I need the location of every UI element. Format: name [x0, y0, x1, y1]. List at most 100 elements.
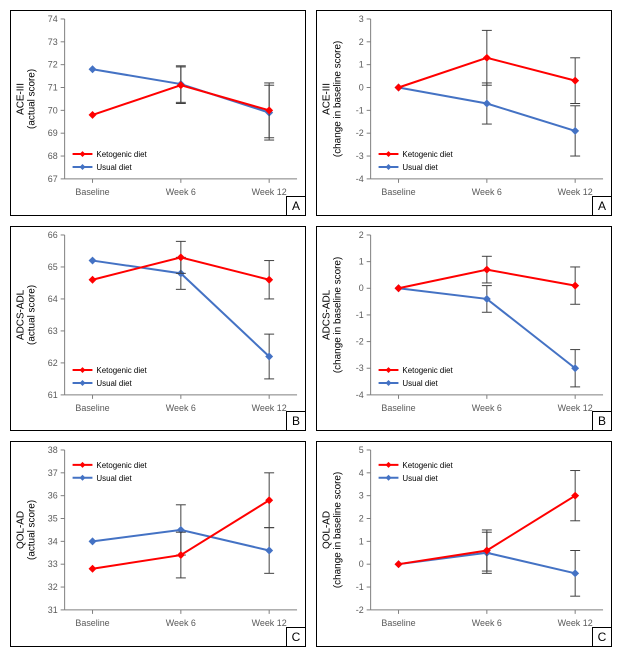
svg-text:66: 66: [48, 230, 58, 240]
panel-B-left: 61 62 63 64 65 66 Baseline Week 6 Week 12 ADCS-AD…: [10, 226, 306, 432]
svg-text:Usual diet: Usual diet: [402, 379, 438, 388]
panel-C-left: 31 32 33 34 35 36 37 38 Baseline Week 6 Week 12 QOL…: [10, 441, 306, 647]
svg-text:-2: -2: [356, 605, 364, 615]
svg-text:QOL-AD: QOL-AD: [321, 511, 332, 549]
svg-text:38: 38: [48, 445, 58, 455]
panel-corner-label: B: [592, 411, 611, 430]
svg-text:2: 2: [359, 230, 364, 240]
svg-text:ACE-III: ACE-III: [321, 83, 332, 115]
svg-text:QOL-AD: QOL-AD: [15, 511, 26, 549]
svg-text:2: 2: [359, 37, 364, 47]
svg-text:31: 31: [48, 605, 58, 615]
svg-text:Ketogenic diet: Ketogenic diet: [402, 366, 453, 375]
svg-text:0: 0: [359, 560, 364, 570]
svg-text:4: 4: [359, 468, 364, 478]
svg-text:(actual score): (actual score): [26, 500, 37, 560]
svg-text:ADCS-ADL: ADCS-ADL: [15, 289, 26, 340]
svg-text:71: 71: [48, 82, 58, 92]
svg-text:37: 37: [48, 468, 58, 478]
svg-text:(change in baseline score): (change in baseline score): [332, 41, 343, 157]
svg-text:-2: -2: [356, 128, 364, 138]
svg-text:ACE-III: ACE-III: [15, 83, 26, 115]
svg-text:-2: -2: [356, 336, 364, 346]
svg-text:-1: -1: [356, 582, 364, 592]
svg-text:Ketogenic diet: Ketogenic diet: [96, 366, 147, 375]
svg-text:Week 6: Week 6: [472, 187, 502, 197]
svg-text:Usual diet: Usual diet: [96, 163, 132, 172]
svg-text:34: 34: [48, 537, 58, 547]
svg-text:74: 74: [48, 14, 58, 24]
svg-text:Usual diet: Usual diet: [96, 474, 132, 483]
svg-text:-4: -4: [356, 390, 364, 400]
panel-corner-label: B: [286, 411, 305, 430]
svg-text:3: 3: [359, 491, 364, 501]
svg-text:1: 1: [359, 537, 364, 547]
svg-text:-4: -4: [356, 174, 364, 184]
panel-C-right: -2 -1 0 1 2 3 4 5 Baseline Week 6 Week 12 QOL-AD(ch…: [316, 441, 612, 647]
svg-text:73: 73: [48, 37, 58, 47]
svg-text:Baseline: Baseline: [75, 618, 109, 628]
svg-text:62: 62: [48, 358, 58, 368]
svg-text:2: 2: [359, 514, 364, 524]
svg-text:64: 64: [48, 294, 58, 304]
svg-text:63: 63: [48, 326, 58, 336]
svg-text:33: 33: [48, 560, 58, 570]
svg-text:-3: -3: [356, 151, 364, 161]
svg-text:Baseline: Baseline: [381, 402, 415, 412]
svg-text:-1: -1: [356, 105, 364, 115]
svg-text:65: 65: [48, 262, 58, 272]
svg-text:5: 5: [359, 445, 364, 455]
svg-text:Week 12: Week 12: [252, 402, 287, 412]
panel-B-right: -4 -3 -2 -1 0 1 2 Baseline Week 6 Week 12 ADCS-ADL…: [316, 226, 612, 432]
svg-text:Ketogenic diet: Ketogenic diet: [402, 150, 453, 159]
svg-text:Week 6: Week 6: [472, 402, 502, 412]
svg-text:0: 0: [359, 283, 364, 293]
panel-corner-label: C: [592, 627, 611, 646]
svg-text:Ketogenic diet: Ketogenic diet: [96, 461, 147, 470]
panel-corner-label: A: [592, 196, 611, 215]
svg-text:-3: -3: [356, 363, 364, 373]
svg-text:Usual diet: Usual diet: [402, 474, 438, 483]
svg-text:Ketogenic diet: Ketogenic diet: [402, 461, 453, 470]
svg-text:Baseline: Baseline: [75, 402, 109, 412]
svg-text:(actual score): (actual score): [26, 69, 37, 129]
svg-text:Week 12: Week 12: [558, 187, 593, 197]
svg-text:Usual diet: Usual diet: [402, 163, 438, 172]
svg-text:1: 1: [359, 60, 364, 70]
svg-text:Week 6: Week 6: [166, 402, 196, 412]
svg-text:Ketogenic diet: Ketogenic diet: [96, 150, 147, 159]
svg-text:Baseline: Baseline: [381, 187, 415, 197]
svg-text:36: 36: [48, 491, 58, 501]
svg-text:Week 12: Week 12: [558, 402, 593, 412]
svg-text:Week 6: Week 6: [472, 618, 502, 628]
svg-text:3: 3: [359, 14, 364, 24]
svg-text:70: 70: [48, 105, 58, 115]
svg-text:Week 12: Week 12: [252, 187, 287, 197]
panel-corner-label: C: [286, 627, 305, 646]
svg-text:Week 6: Week 6: [166, 618, 196, 628]
panel-corner-label: A: [286, 196, 305, 215]
svg-text:61: 61: [48, 390, 58, 400]
svg-text:Week 6: Week 6: [166, 187, 196, 197]
svg-text:67: 67: [48, 174, 58, 184]
svg-text:Week 12: Week 12: [252, 618, 287, 628]
svg-text:0: 0: [359, 82, 364, 92]
svg-text:72: 72: [48, 60, 58, 70]
svg-text:(change in baseline score): (change in baseline score): [332, 256, 343, 372]
panel-A-right: -4 -3 -2 -1 0 1 2 3 Baseline Week 6 Week 12 ACE-III…: [316, 10, 612, 216]
svg-text:Baseline: Baseline: [75, 187, 109, 197]
svg-text:(actual score): (actual score): [26, 285, 37, 345]
svg-text:-1: -1: [356, 310, 364, 320]
svg-text:32: 32: [48, 582, 58, 592]
svg-text:Usual diet: Usual diet: [96, 379, 132, 388]
svg-text:(change in baseline score): (change in baseline score): [332, 472, 343, 588]
svg-text:1: 1: [359, 256, 364, 266]
chart-grid: 67 68 69 70 71 72 73 74 Baseline Week 6 Week 12 ACE…: [10, 10, 612, 647]
svg-text:ADCS-ADL: ADCS-ADL: [321, 289, 332, 340]
svg-text:69: 69: [48, 128, 58, 138]
svg-text:Baseline: Baseline: [381, 618, 415, 628]
panel-A-left: 67 68 69 70 71 72 73 74 Baseline Week 6 Week 12 ACE…: [10, 10, 306, 216]
svg-text:35: 35: [48, 514, 58, 524]
svg-text:Week 12: Week 12: [558, 618, 593, 628]
svg-text:68: 68: [48, 151, 58, 161]
